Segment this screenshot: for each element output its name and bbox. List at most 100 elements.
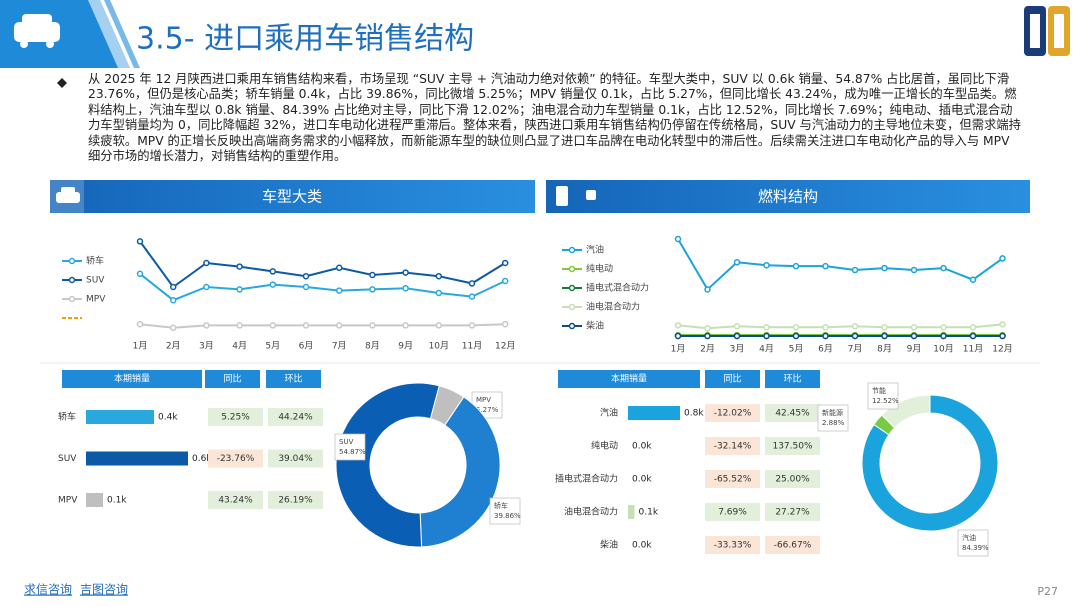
- point: [792, 332, 800, 340]
- bar-value-label: 0.1k: [639, 508, 659, 518]
- point: [136, 238, 144, 245]
- label-box: [957, 529, 989, 557]
- point: [881, 324, 888, 331]
- point: [169, 324, 177, 332]
- point: [763, 332, 770, 340]
- point: [501, 320, 509, 328]
- point: [236, 263, 243, 270]
- point: [822, 332, 829, 340]
- table-cell-text: 44.24%: [278, 413, 313, 423]
- point: [468, 280, 476, 287]
- table-header: [205, 370, 260, 388]
- x-tick-label: 11月: [462, 341, 482, 352]
- x-tick-label: 5月: [265, 341, 280, 352]
- point: [792, 262, 800, 270]
- line-series: [139, 273, 506, 302]
- table-cell-text: 26.19%: [278, 496, 313, 506]
- pie-slice: [419, 396, 501, 548]
- table-cell-text: -12.02%: [714, 409, 752, 419]
- point: [704, 286, 711, 293]
- x-tick-label: 12月: [495, 341, 515, 352]
- table-cell: [705, 437, 760, 455]
- table-header-label: 本期销量: [114, 373, 150, 385]
- table-header-label: 环比: [783, 373, 801, 385]
- table-cell: [765, 437, 820, 455]
- table-cell-text: 42.45%: [775, 409, 810, 419]
- point: [940, 332, 947, 340]
- bar-value-label: 0.0k: [632, 442, 652, 452]
- point: [435, 272, 443, 280]
- table-cell-text: -65.52%: [714, 475, 752, 485]
- point: [402, 322, 409, 329]
- table-cell: [268, 449, 323, 468]
- legend-marker: [568, 303, 576, 311]
- footer-link[interactable]: 求信咨询: [24, 582, 72, 597]
- table-header-label: 本期销量: [611, 373, 647, 385]
- point: [851, 332, 859, 340]
- legend-marker: [68, 276, 76, 284]
- table-header: [266, 370, 321, 388]
- legend-label: 纯电动: [586, 263, 613, 275]
- x-tick-label: 12月: [992, 344, 1012, 355]
- point: [236, 322, 243, 329]
- table-cell-text: 25.00%: [775, 475, 810, 485]
- point: [203, 259, 210, 267]
- point: [999, 332, 1006, 340]
- table-cell-text: -33.33%: [714, 541, 752, 551]
- table-header-label: 同比: [723, 373, 741, 385]
- label-box: [489, 497, 521, 525]
- point: [969, 332, 977, 340]
- bar-value-label: 0.1k: [107, 496, 127, 506]
- page-number: P27: [1037, 585, 1058, 598]
- pie-slice: [861, 394, 999, 532]
- point: [910, 324, 918, 331]
- point: [302, 322, 310, 329]
- point: [733, 323, 741, 330]
- x-tick-label: 1月: [133, 341, 148, 352]
- category-label: SUV: [58, 454, 77, 464]
- x-tick-label: 2月: [166, 341, 181, 352]
- legend-marker: [568, 284, 576, 292]
- bar: [86, 493, 103, 507]
- point: [468, 293, 476, 300]
- footer-link[interactable]: 吉图咨询: [80, 582, 128, 597]
- line-series: [139, 240, 506, 289]
- table-header: [62, 370, 202, 388]
- car-icon: [14, 14, 60, 48]
- slice-name: SUV: [339, 438, 354, 446]
- point: [792, 324, 800, 331]
- point: [881, 264, 888, 272]
- point: [236, 286, 243, 293]
- x-tick-label: 8月: [365, 341, 380, 352]
- point: [674, 332, 682, 340]
- slice-name: 新能源: [822, 408, 843, 417]
- point: [203, 283, 210, 291]
- table-cell-text: -66.67%: [774, 541, 812, 551]
- line-series: [677, 238, 1004, 292]
- table-cell: [268, 408, 323, 426]
- point: [704, 324, 711, 332]
- point: [203, 322, 210, 329]
- table-cell: [208, 449, 263, 468]
- line-series: [139, 323, 506, 329]
- point: [169, 296, 177, 304]
- header-stripe: [104, 0, 140, 68]
- table-cell: [705, 503, 760, 521]
- point: [851, 266, 859, 274]
- point: [733, 332, 741, 340]
- car-icon: [56, 187, 80, 203]
- table-header: [765, 370, 820, 388]
- legend-marker: [568, 265, 576, 273]
- point: [369, 322, 376, 329]
- x-tick-label: 7月: [848, 344, 863, 355]
- table-header-label: 同比: [223, 373, 241, 385]
- pie-slice: [335, 382, 440, 548]
- x-tick-label: 3月: [199, 341, 214, 352]
- bullet: [57, 78, 67, 88]
- table-cell-text: 27.27%: [775, 508, 810, 518]
- point: [881, 332, 888, 340]
- legend-marker: [568, 322, 576, 330]
- panel-title: 燃料结构: [758, 188, 818, 206]
